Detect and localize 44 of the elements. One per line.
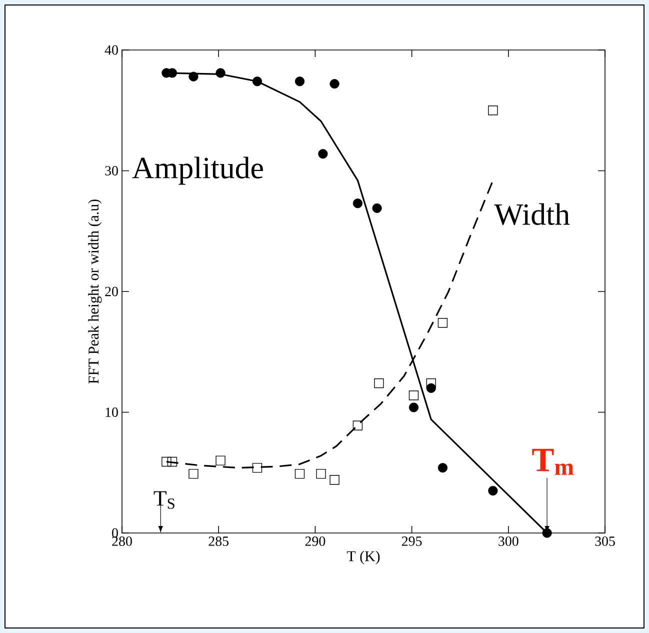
point [438, 462, 448, 473]
point [352, 420, 363, 430]
point [316, 468, 326, 479]
point [294, 76, 305, 86]
point [426, 383, 436, 393]
point [162, 456, 172, 467]
point [488, 106, 498, 116]
x-tick-label: 295 [402, 536, 422, 546]
point [488, 486, 498, 496]
point [408, 402, 419, 412]
y-tick-label: 20 [105, 286, 118, 296]
y-tick-label: 0 [112, 528, 118, 538]
point [188, 468, 198, 479]
y-tick-label: 40 [104, 45, 118, 55]
point [294, 468, 305, 479]
x-tick-label: 280 [112, 536, 132, 546]
legend-label: Amplitude [132, 156, 263, 185]
x-tick-label: 300 [498, 536, 518, 546]
point [438, 318, 448, 328]
x-tick-label: 285 [208, 536, 229, 546]
point [252, 462, 262, 473]
point [426, 378, 436, 388]
point [352, 198, 363, 208]
annotation: T$_{S}$ [154, 491, 174, 509]
point [188, 72, 198, 82]
y-axis-title: FFT Peak height or width (a.u) [88, 200, 102, 384]
annotation: T$_{m}$ [532, 448, 574, 475]
point [216, 68, 226, 78]
point [408, 390, 419, 400]
point [167, 456, 178, 467]
point [216, 456, 226, 466]
point [330, 79, 340, 89]
x-axis-title: T (K) [346, 550, 380, 564]
point [252, 76, 262, 86]
point [542, 528, 552, 538]
point [374, 378, 384, 388]
point [330, 475, 340, 485]
x-tick-label: 305 [595, 536, 615, 546]
x-tick-label: 290 [305, 536, 326, 546]
point [318, 149, 328, 159]
y-tick-label: 10 [106, 408, 118, 417]
text: Width [494, 203, 570, 226]
point [372, 203, 382, 213]
y-tick-label: 30 [105, 166, 118, 176]
